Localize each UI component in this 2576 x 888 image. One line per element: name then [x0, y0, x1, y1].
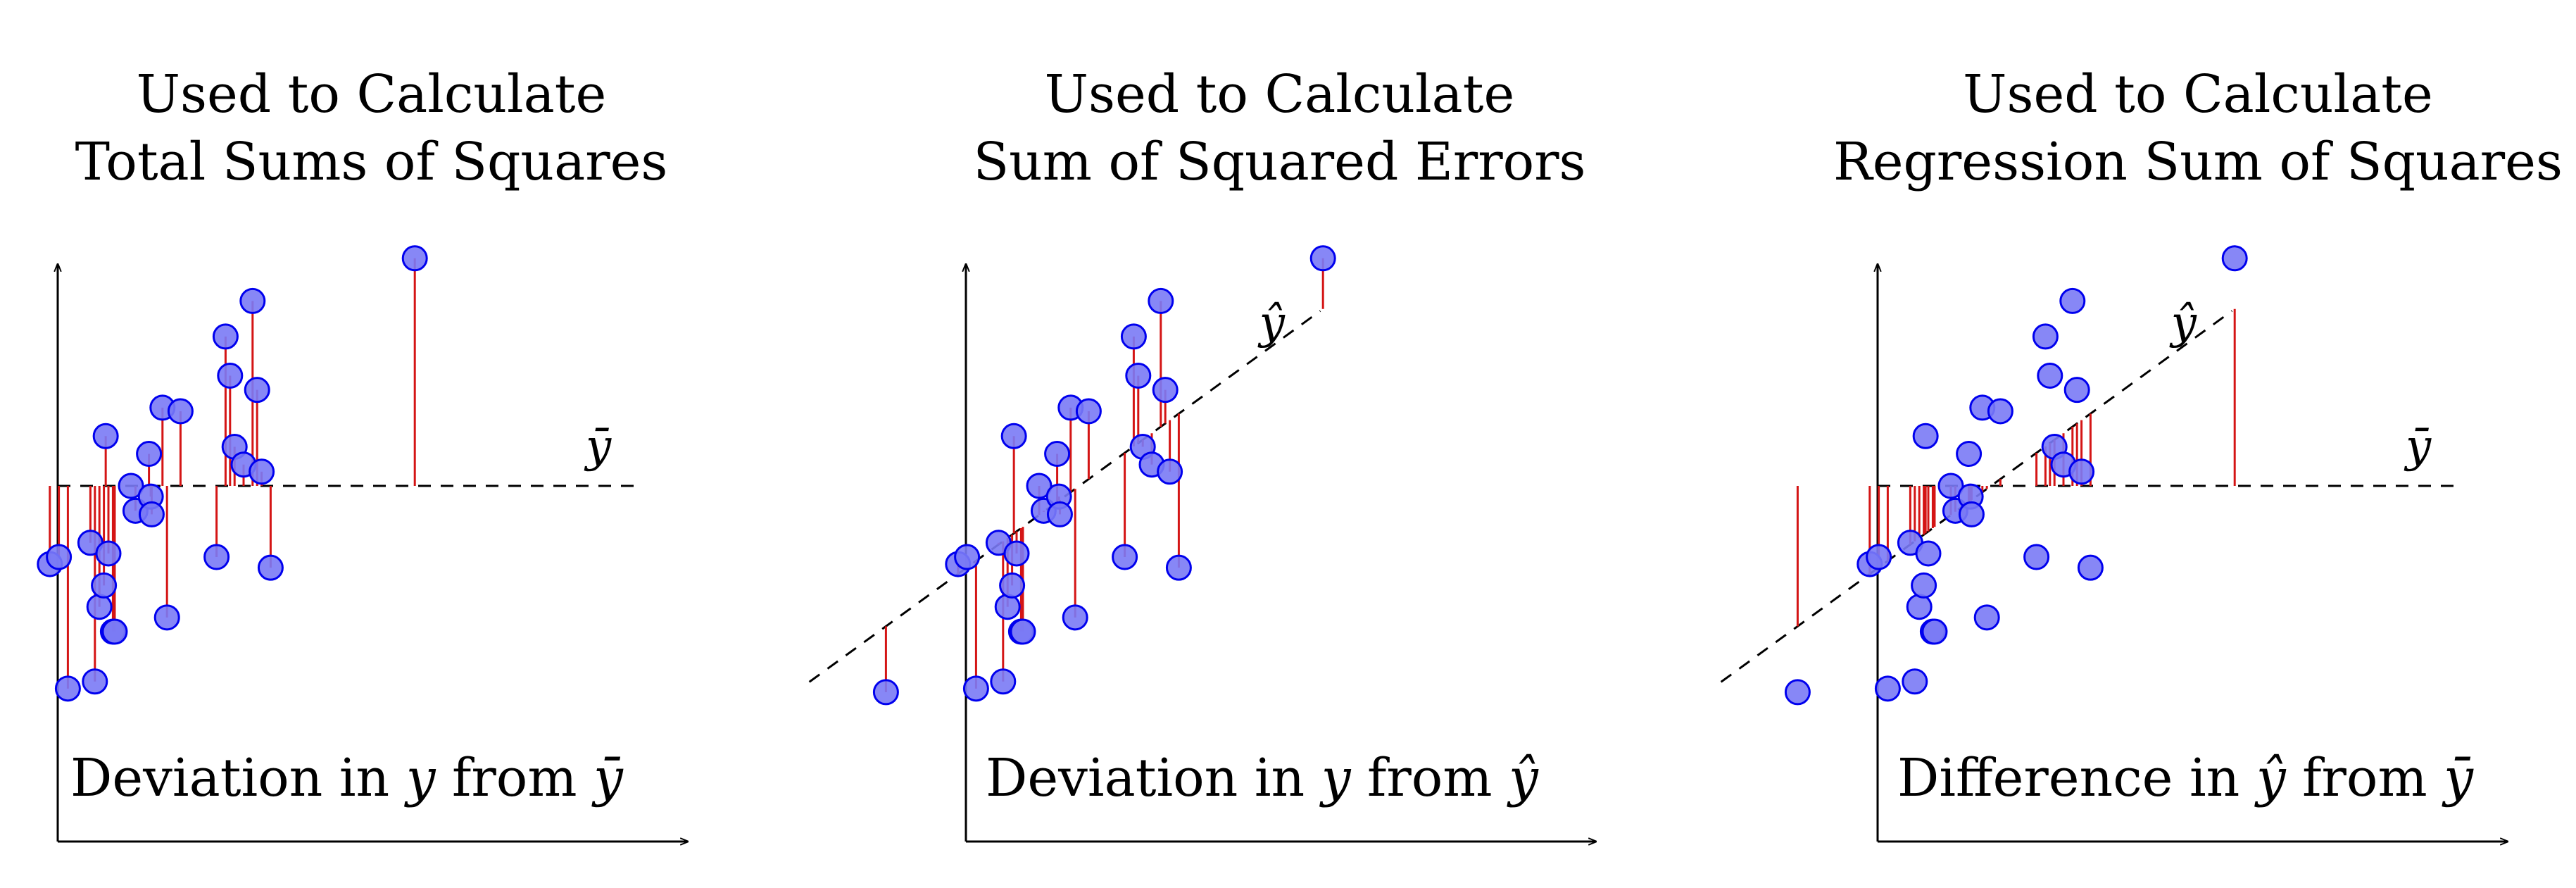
data-point [999, 572, 1026, 599]
data-point [1010, 618, 1036, 645]
data-point [1937, 473, 1964, 499]
caption-text-mid: from [1350, 748, 1509, 808]
data-point [1157, 458, 1183, 485]
data-point [138, 501, 165, 527]
data-point [954, 544, 981, 570]
data-point [1003, 540, 1030, 567]
caption-text-mid: from [435, 748, 594, 808]
data-point [1148, 287, 1174, 314]
data-point [1075, 398, 1102, 425]
scatter-plot: ȳŷ [1720, 245, 2576, 888]
regression-line-label: ŷ [1257, 297, 1286, 349]
caption-symbol-y: y [1321, 748, 1351, 808]
data-point [118, 473, 144, 499]
data-point [86, 594, 113, 620]
data-point [872, 679, 899, 706]
data-point [217, 362, 244, 389]
data-point [101, 618, 128, 645]
data-point [249, 458, 275, 485]
data-point [153, 604, 180, 631]
data-point [167, 398, 194, 425]
data-point [1958, 501, 1985, 527]
data-point [1112, 544, 1138, 570]
data-point [2068, 458, 2095, 485]
panel-sum-of-squared-errors: Used to Calculate Sum of Squared Errors … [808, 0, 1651, 888]
panel-title-line-2: Sum of Squared Errors [973, 132, 1586, 192]
regression-line-label: ŷ [2169, 297, 2197, 349]
data-point [1987, 398, 2013, 425]
data-point [2059, 287, 2086, 314]
data-point [95, 540, 122, 567]
panel-caption: Deviation in y from ŷ [986, 746, 1538, 810]
caption-text-pre: Deviation in [70, 748, 406, 808]
data-point [1120, 323, 1147, 350]
panel-caption: Deviation in y from ȳ [70, 746, 623, 810]
caption-text-pre: Difference in [1897, 748, 2256, 808]
data-point [1902, 668, 1928, 695]
data-point [91, 572, 118, 599]
data-point [1152, 377, 1179, 404]
data-point [2023, 544, 2050, 570]
data-point [1000, 423, 1027, 449]
data-point [1784, 679, 1811, 706]
caption-symbol-yhat: ŷ [1509, 748, 1538, 808]
data-point [2077, 554, 2104, 581]
caption-symbol-y: y [406, 748, 436, 808]
data-point [1062, 604, 1088, 631]
data-point [1046, 501, 1073, 527]
panel-title-line-1: Used to Calculate [1044, 64, 1515, 125]
data-point [1125, 362, 1152, 389]
caption-symbol-ybar: ȳ [593, 748, 623, 808]
data-point [962, 675, 989, 702]
data-point [2037, 362, 2063, 389]
data-point [2221, 245, 2248, 272]
data-point [2063, 377, 2090, 404]
data-point [1906, 594, 1933, 620]
mean-line-label: ȳ [584, 420, 612, 473]
data-point [257, 554, 284, 581]
caption-symbol-yhat: ŷ [2256, 748, 2286, 808]
data-point [1044, 441, 1071, 468]
panel-title-line-1: Used to Calculate [136, 64, 607, 125]
data-point [54, 675, 81, 702]
panel-caption: Difference in ŷ from ȳ [1897, 746, 2473, 810]
data-point [401, 245, 428, 272]
data-point [136, 441, 163, 468]
panel-title-line-2: Regression Sum of Squares [1833, 132, 2563, 192]
data-point [1915, 540, 1942, 567]
data-point [239, 287, 266, 314]
panel-title-line-2: Total Sums of Squares [75, 132, 668, 192]
data-point [244, 377, 270, 404]
mean-line-label: ȳ [2404, 420, 2432, 473]
scatter-plot: ȳ [37, 245, 743, 888]
data-point [1912, 423, 1939, 449]
caption-symbol-ybar: ȳ [2444, 748, 2473, 808]
caption-text-mid: from [2285, 748, 2444, 808]
scatter-plot: ŷ [808, 245, 1651, 888]
panel-title-line-1: Used to Calculate [1963, 64, 2433, 125]
data-point [2032, 323, 2059, 350]
data-point [994, 594, 1021, 620]
data-point [1866, 544, 1892, 570]
data-point [82, 668, 108, 695]
data-point [1911, 572, 1937, 599]
data-point [1973, 604, 2000, 631]
data-point [1026, 473, 1053, 499]
data-point [1956, 441, 1983, 468]
data-point [212, 323, 239, 350]
caption-text-pre: Deviation in [986, 748, 1321, 808]
data-point [1165, 554, 1192, 581]
data-point [1309, 245, 1336, 272]
data-point [46, 544, 73, 570]
data-point [1921, 618, 1948, 645]
panel-total-sum-of-squares: Used to Calculate Total Sums of Squares … [0, 0, 743, 888]
data-point [1874, 675, 1901, 702]
data-point [203, 544, 230, 570]
data-point [92, 423, 119, 449]
data-point [990, 668, 1017, 695]
panel-regression-sum-of-squares: Used to Calculate Regression Sum of Squa… [1720, 0, 2576, 888]
